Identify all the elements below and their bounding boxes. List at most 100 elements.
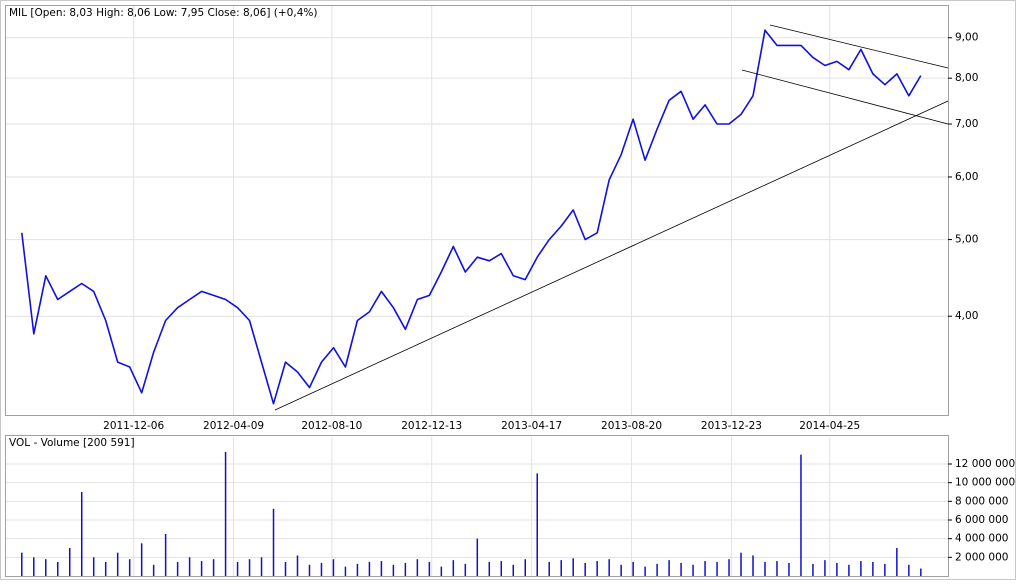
volume-bar: [224, 451, 227, 576]
volume-bar: [800, 454, 802, 576]
y-tick-label: 10 000 000: [955, 477, 1015, 489]
volume-bar: [80, 492, 83, 576]
volume-bar: [488, 562, 491, 576]
x-tick-label: 2013-12-23: [701, 420, 762, 432]
volume-bar: [440, 566, 443, 576]
price-line: [21, 29, 922, 405]
volume-bar: [860, 561, 862, 576]
volume-bar: [33, 557, 35, 576]
volume-bar: [116, 552, 119, 576]
volume-bar: [524, 559, 526, 576]
volume-bar: [836, 562, 838, 576]
volume-bar: [692, 564, 694, 576]
volume-bar: [608, 559, 610, 576]
x-tick-label: 2014-04-25: [799, 420, 860, 432]
volume-bar: [872, 562, 874, 576]
volume-bar: [500, 561, 503, 576]
volume-bar: [320, 562, 323, 576]
volume-bar: [584, 562, 586, 576]
volume-bar: [896, 548, 898, 576]
x-tick-label: 2013-08-20: [601, 420, 662, 432]
volume-bar: [512, 564, 515, 576]
channel-lower: [741, 69, 949, 125]
volume-bar: [212, 559, 215, 576]
y-tick-label: 6,00: [955, 171, 978, 183]
x-tick-label: 2011-12-06: [103, 420, 164, 432]
volume-bar: [188, 557, 191, 576]
volume-bar: [644, 566, 646, 576]
volume-bar: [632, 562, 634, 576]
volume-bar: [176, 562, 179, 576]
y-tick-label: 8,00: [955, 72, 978, 84]
volume-bar: [668, 560, 670, 576]
volume-bar: [92, 557, 95, 576]
volume-bar: [152, 564, 155, 576]
volume-bar: [824, 560, 826, 576]
volume-bar: [740, 552, 742, 576]
volume-bar: [45, 559, 47, 576]
volume-bar: [21, 552, 23, 576]
volume-bar: [680, 562, 682, 576]
volume-bar: [296, 555, 299, 576]
volume-bar: [392, 564, 395, 576]
volume-bar: [536, 473, 538, 576]
y-tick-label: 5,00: [955, 234, 978, 246]
volume-bar: [908, 564, 910, 576]
volume-bar: [716, 562, 718, 576]
y-tick-label: 8 000 000: [955, 495, 1008, 507]
volume-bar: [380, 561, 383, 576]
volume-title: VOL - Volume [200 591]: [9, 437, 135, 449]
y-tick-label: 12 000 000: [955, 458, 1015, 470]
y-tick-label: 6 000 000: [955, 514, 1008, 526]
volume-bar: [332, 559, 335, 576]
volume-bar: [272, 508, 275, 576]
volume-bar: [404, 562, 407, 576]
price-panel: [5, 5, 949, 416]
volume-bar: [572, 558, 574, 576]
volume-bar: [104, 562, 107, 576]
volume-bar: [260, 557, 263, 576]
volume-bar: [452, 560, 455, 576]
volume-bar: [620, 564, 622, 576]
volume-bar: [764, 562, 766, 576]
volume-bar: [308, 564, 311, 576]
volume-bar: [704, 561, 706, 576]
volume-bar: [248, 559, 251, 576]
volume-bar: [416, 559, 419, 576]
volume-bar: [920, 568, 922, 576]
volume-bar: [236, 562, 239, 576]
volume-bar: [848, 564, 850, 576]
y-tick-label: 9,00: [955, 32, 978, 44]
volume-bar: [164, 534, 167, 576]
plot-layer: [6, 6, 948, 576]
y-tick-label: 4 000 000: [955, 533, 1008, 545]
volume-bar: [776, 561, 778, 576]
price-title: MIL [Open: 8,03 High: 8,06 Low: 7,95 Clo…: [9, 7, 317, 19]
volume-bar: [656, 563, 658, 576]
volume-bar: [284, 562, 287, 576]
volume-bar: [884, 563, 886, 576]
x-tick-label: 2012-08-10: [301, 420, 362, 432]
volume-bar: [596, 561, 598, 576]
volume-bar: [476, 538, 479, 576]
volume-bar: [548, 562, 550, 576]
y-tick-label: 7,00: [955, 118, 978, 130]
volume-bar: [200, 561, 203, 576]
volume-bar: [812, 563, 814, 576]
volume-bar: [560, 560, 562, 576]
trend-line: [274, 100, 949, 411]
x-tick-label: 2012-04-09: [203, 420, 264, 432]
volume-bar: [140, 543, 143, 576]
volume-bar: [728, 559, 730, 576]
volume-bar: [464, 563, 467, 576]
y-tick-label: 2 000 000: [955, 551, 1008, 563]
volume-bar: [68, 548, 71, 576]
volume-bar: [344, 566, 347, 576]
volume-bar: [56, 562, 59, 576]
y-tick-label: 4,00: [955, 310, 978, 322]
volume-bar: [788, 562, 790, 576]
channel-upper: [769, 24, 949, 69]
x-tick-label: 2013-04-17: [501, 420, 562, 432]
